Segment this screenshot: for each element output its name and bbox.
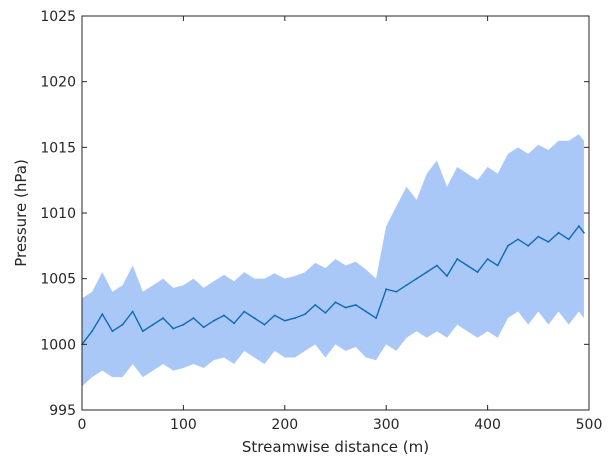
line-point: [486, 258, 489, 260]
y-axis-ticks: 995 1000 1005 1010 1015 1020 1025: [40, 9, 589, 419]
line-point: [517, 238, 519, 241]
y-tick-label: 1015: [40, 140, 76, 156]
line-point: [425, 271, 428, 273]
y-tick-label: 1005: [40, 272, 76, 288]
y-tick-label: 1010: [40, 206, 76, 222]
line-point: [131, 310, 134, 313]
line-point: [583, 231, 585, 234]
x-tick-label: 0: [78, 417, 87, 433]
line-point: [121, 323, 124, 326]
x-axis-ticks: 0 100 200 300 400 500: [78, 16, 603, 433]
line-point: [365, 310, 367, 313]
line-point: [212, 319, 215, 322]
line-point: [375, 317, 377, 319]
line-point: [162, 317, 165, 319]
y-tick-label: 1020: [40, 75, 76, 91]
line-point: [91, 330, 94, 333]
line-point: [527, 244, 530, 247]
y-tick-label: 1025: [40, 9, 76, 25]
line-point: [466, 264, 469, 267]
line-point: [152, 323, 154, 326]
x-tick-label: 100: [170, 417, 197, 433]
line-point: [405, 284, 408, 287]
mean-line-layer: [81, 224, 585, 346]
line-point: [202, 326, 205, 329]
line-point: [395, 290, 398, 293]
y-axis-title: Pressure (hPa): [12, 159, 30, 267]
line-point: [436, 264, 438, 267]
line-point: [476, 271, 479, 273]
line-point: [294, 317, 296, 319]
line-point: [182, 323, 185, 326]
line-point: [111, 330, 114, 333]
line-point: [506, 244, 509, 247]
line-point: [273, 314, 276, 317]
line-point: [557, 231, 560, 234]
line-point: [192, 317, 195, 319]
line-point: [141, 330, 144, 333]
line-point: [385, 288, 388, 291]
x-axis-title: Streamwise distance (m): [242, 438, 429, 456]
line-point: [537, 235, 540, 238]
line-point: [344, 306, 347, 309]
line-point: [577, 225, 580, 228]
line-point: [456, 258, 459, 260]
y-tick-label: 995: [49, 403, 76, 419]
x-tick-label: 400: [474, 417, 501, 433]
line-point: [283, 319, 286, 322]
line-point: [496, 264, 499, 267]
line-point: [547, 240, 550, 243]
y-tick-label: 1000: [40, 337, 76, 353]
line-point: [101, 313, 104, 316]
x-tick-label: 300: [373, 417, 400, 433]
line-point: [263, 323, 266, 326]
line-point: [567, 238, 570, 241]
line-point: [253, 317, 256, 319]
line-point: [314, 304, 317, 306]
band-area: [82, 134, 584, 387]
line-point: [304, 313, 306, 316]
line-point: [223, 314, 225, 317]
x-tick-label: 200: [271, 417, 298, 433]
variability-band-layer: [82, 134, 584, 387]
line-point: [324, 311, 327, 314]
line-point: [446, 275, 448, 277]
line-point: [172, 327, 175, 330]
line-point: [243, 310, 246, 313]
x-tick-label: 500: [576, 417, 603, 433]
line-point: [334, 301, 337, 304]
line-point: [415, 277, 418, 280]
line-point: [233, 322, 236, 325]
line-point: [354, 304, 357, 306]
